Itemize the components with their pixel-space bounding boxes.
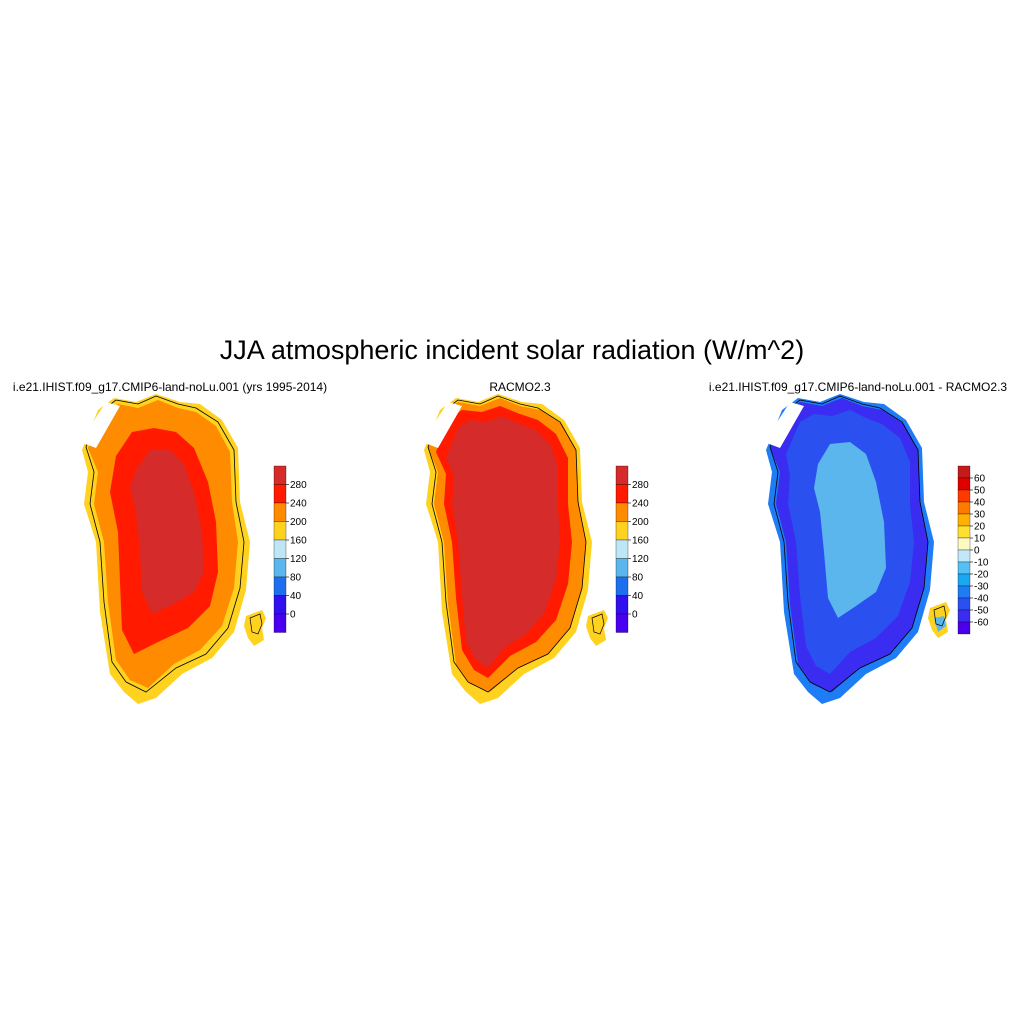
colorbar-swatch — [957, 561, 971, 575]
colorbar-label: 80 — [632, 573, 644, 584]
coastline — [85, 395, 245, 693]
northwest-inlet — [764, 402, 804, 448]
colorbar-label: 0 — [974, 546, 980, 557]
panel-3-title: i.e21.IHIST.f09_g17.CMIP6-land-noLu.001 … — [708, 380, 1008, 394]
colorbar-label: -10 — [974, 558, 989, 569]
colorbar-label: 160 — [632, 536, 649, 547]
panel-1-island — [244, 610, 266, 646]
colorbar-label: 20 — [974, 522, 986, 533]
colorbar-label: 10 — [974, 534, 986, 545]
panel-2-colorbar: 280 240 200 160 120 80 40 0 — [615, 465, 649, 633]
colorbar-swatch — [957, 573, 971, 587]
colorbar-swatch — [957, 621, 971, 635]
panel-3-island — [928, 602, 950, 638]
colorbar-label: 0 — [632, 610, 638, 621]
colorbar-swatch — [957, 489, 971, 503]
panel-1-title: i.e21.IHIST.f09_g17.CMIP6-land-noLu.001 … — [12, 380, 328, 394]
region-interior — [814, 442, 886, 618]
panel-1-map — [80, 394, 250, 704]
colorbar-label: 280 — [632, 480, 649, 491]
colorbar-swatch — [615, 521, 629, 541]
colorbar-swatch — [957, 549, 971, 563]
colorbar-swatch — [273, 558, 287, 578]
northwest-inlet — [422, 402, 462, 448]
colorbar-swatch — [957, 513, 971, 527]
colorbar-swatch — [615, 539, 629, 559]
colorbar-label: 0 — [290, 610, 296, 621]
colorbar-label: 120 — [632, 554, 649, 565]
colorbar-swatch — [273, 484, 287, 504]
colorbar-label: 80 — [290, 573, 302, 584]
region-interior — [446, 416, 560, 668]
colorbar-swatch — [273, 576, 287, 596]
colorbar-label: 160 — [290, 536, 307, 547]
colorbar-label: -20 — [974, 570, 989, 581]
colorbar-swatch — [273, 539, 287, 559]
colorbar-swatch — [273, 595, 287, 615]
panel-1-colorbar: 280 240 200 160 120 80 40 0 — [273, 465, 307, 633]
colorbar-label: 60 — [974, 474, 986, 485]
colorbar-swatch — [615, 558, 629, 578]
colorbar-label: 50 — [974, 486, 986, 497]
colorbar-swatch — [273, 465, 287, 485]
panel-3-map — [764, 394, 934, 704]
colorbar-swatch — [273, 613, 287, 633]
panel-2-island — [586, 610, 608, 646]
colorbar-label: -40 — [974, 594, 989, 605]
colorbar-swatch — [957, 477, 971, 491]
colorbar-label: 30 — [974, 510, 986, 521]
panel-2-title: RACMO2.3 — [489, 380, 551, 394]
colorbar-label: -30 — [974, 582, 989, 593]
panel-2-map — [422, 394, 592, 704]
colorbar-swatch — [273, 521, 287, 541]
coastline — [769, 395, 929, 693]
colorbar-swatch — [615, 502, 629, 522]
colorbar-label: 40 — [974, 498, 986, 509]
northwest-inlet — [80, 402, 120, 448]
colorbar-swatch — [615, 613, 629, 633]
colorbar-swatch — [957, 501, 971, 515]
colorbar-swatch — [957, 609, 971, 623]
colorbar-label: 240 — [290, 499, 307, 510]
colorbar-label: 40 — [290, 591, 302, 602]
colorbar-swatch — [957, 525, 971, 539]
colorbar-swatch — [615, 465, 629, 485]
colorbar-label: -50 — [974, 606, 989, 617]
colorbar-swatch — [615, 595, 629, 615]
colorbar-swatch — [615, 484, 629, 504]
colorbar-label: 240 — [632, 499, 649, 510]
colorbar-swatch — [957, 597, 971, 611]
figure-title: JJA atmospheric incident solar radiation… — [219, 335, 805, 365]
colorbar-label: 200 — [290, 517, 307, 528]
colorbar-label: 120 — [290, 554, 307, 565]
colorbar-swatch — [273, 502, 287, 522]
colorbar-swatch — [957, 585, 971, 599]
colorbar-label: -60 — [974, 618, 989, 629]
colorbar-swatch — [957, 465, 971, 479]
region-interior — [130, 450, 204, 614]
colorbar-label: 280 — [290, 480, 307, 491]
coastline — [427, 395, 587, 693]
colorbar-swatch — [957, 537, 971, 551]
colorbar-swatch — [615, 576, 629, 596]
colorbar-label: 200 — [632, 517, 649, 528]
colorbar-label: 40 — [632, 591, 644, 602]
